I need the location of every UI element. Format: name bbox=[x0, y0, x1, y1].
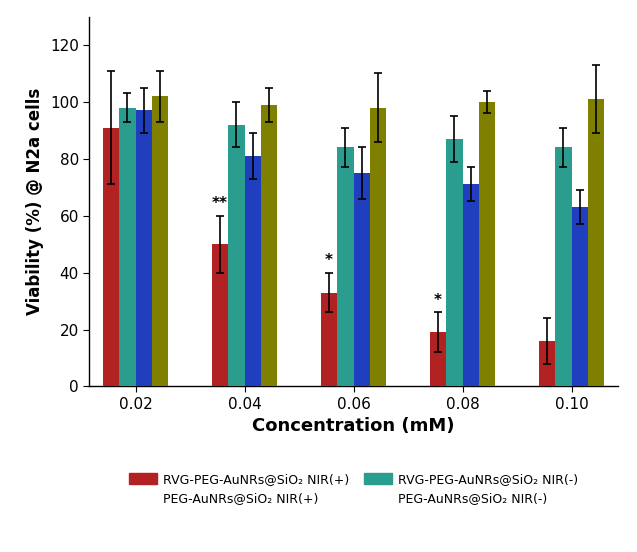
Bar bbox=[479, 102, 495, 386]
Bar bbox=[136, 110, 152, 386]
Bar bbox=[103, 128, 119, 386]
Bar bbox=[430, 332, 446, 386]
Text: *: * bbox=[434, 293, 442, 308]
Bar bbox=[555, 147, 571, 386]
Bar bbox=[337, 147, 354, 386]
Bar bbox=[321, 293, 337, 386]
Bar bbox=[119, 108, 136, 386]
Bar bbox=[152, 96, 168, 386]
Bar bbox=[261, 105, 277, 386]
Bar bbox=[354, 173, 370, 386]
Bar bbox=[228, 125, 245, 386]
Bar bbox=[588, 99, 605, 386]
Y-axis label: Viability (%) @ N2a cells: Viability (%) @ N2a cells bbox=[26, 88, 45, 315]
Text: *: * bbox=[325, 253, 333, 268]
Legend: RVG-PEG-AuNRs@SiO₂ NIR(+), PEG-AuNRs@SiO₂ NIR(+), RVG-PEG-AuNRs@SiO₂ NIR(-), PEG: RVG-PEG-AuNRs@SiO₂ NIR(+), PEG-AuNRs@SiO… bbox=[123, 466, 584, 511]
Bar bbox=[245, 156, 261, 386]
Bar bbox=[370, 108, 386, 386]
Bar bbox=[462, 184, 479, 386]
Bar bbox=[212, 244, 228, 386]
X-axis label: Concentration (mM): Concentration (mM) bbox=[252, 417, 455, 436]
Bar bbox=[446, 139, 462, 386]
Bar bbox=[571, 207, 588, 386]
Bar bbox=[539, 341, 555, 386]
Text: **: ** bbox=[212, 197, 228, 211]
